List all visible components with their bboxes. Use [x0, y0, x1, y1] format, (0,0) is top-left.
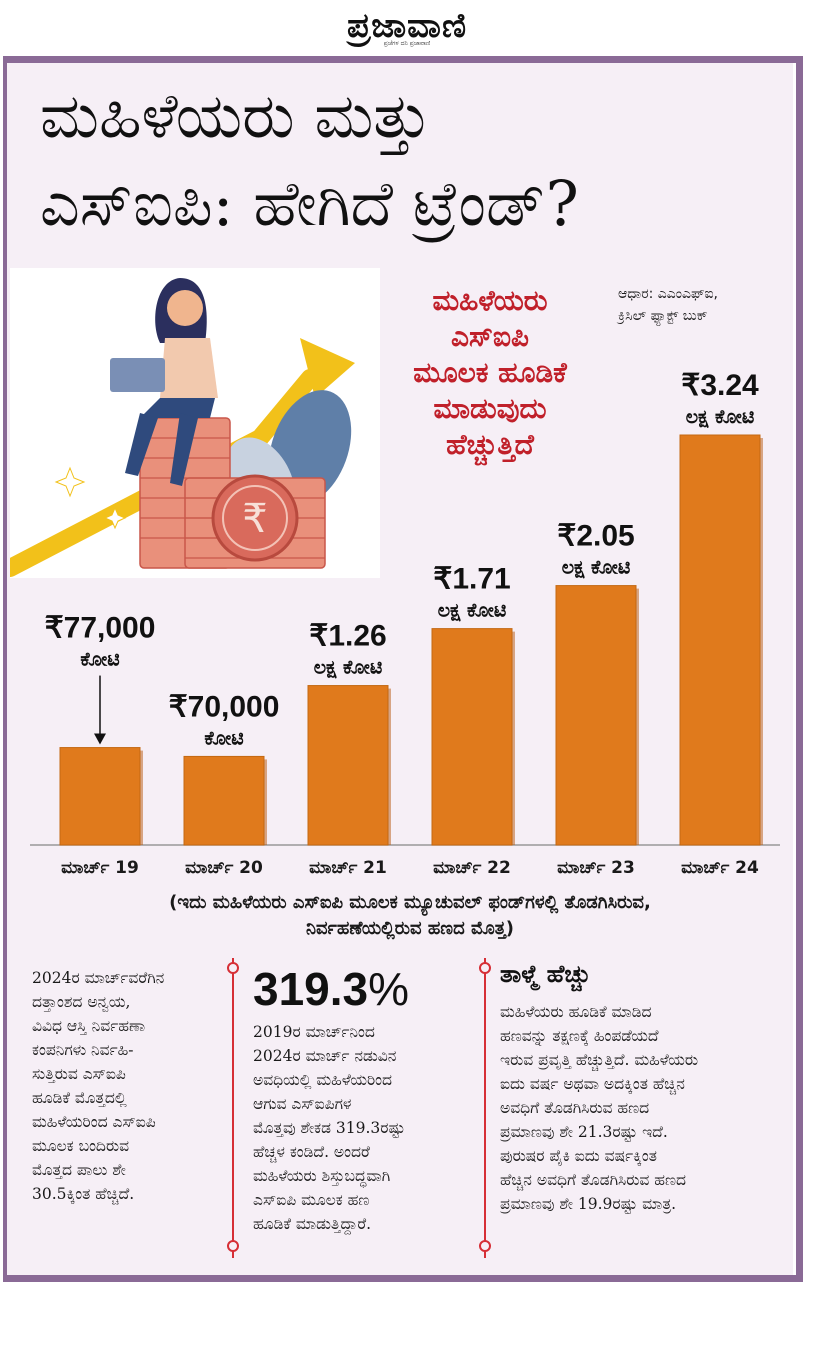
fact-line: ಐದು ವರ್ಷ ಅಥವಾ ಅದಕ್ಕಿಂತ ಹೆಚ್ಚಿನ	[500, 1075, 685, 1093]
x-tick-label: ಮಾರ್ಚ್ 20	[185, 858, 263, 878]
fact-line: ಮೂಲಕ ಬಂದಿರುವ	[32, 1137, 130, 1155]
laptop-icon	[110, 358, 165, 392]
data-label-unit: ಲಕ್ಷ ಕೋಟಿ	[438, 600, 507, 622]
fact-line: ವಿವಿಧ ಆಸ್ತಿ ನಿರ್ವಹಣಾ	[32, 1017, 146, 1035]
svg-text:₹: ₹	[242, 496, 267, 542]
chart-caption: (ಇದು ಮಹಿಳೆಯರು ಎಸ್‌ಐಪಿ ಮೂಲಕ ಮ್ಯೂಚುವಲ್ ಫಂಡ…	[40, 890, 780, 942]
divider-left	[232, 958, 234, 1258]
bar	[307, 685, 389, 846]
fact-line: ಮೊತ್ತವು ಶೇಕಡ 319.3ರಷ್ಟು	[253, 1119, 406, 1137]
fact-line: 30.5ಕ್ಕಿಂತ ಹೆಚ್ಚಿದೆ.	[32, 1185, 135, 1203]
fact-line: ಹೆಚ್ಚಿನ ಅವಧಿಗೆ ತೊಡಗಿಸಿರುವ ಹಣದ	[500, 1171, 687, 1189]
caption-line-2: ನಿರ್ವಹಣೆಯಲ್ಲಿರುವ ಹಣದ ಮೊತ್ತ)	[305, 918, 515, 939]
headline-line-5: ಹೆಚ್ಚುತ್ತಿದೆ	[446, 428, 534, 461]
source-note: ಆಧಾರ: ಎಎಂಎಫ್ಐ, ಕ್ರಿಸಿಲ್ ಫ್ಯಾಕ್ಟ್ ಬುಕ್	[618, 283, 808, 327]
big-stat-number: 319.3	[253, 963, 369, 1015]
masthead-name: ಪ್ರಜಾವಾಣಿ	[346, 6, 468, 46]
fact-line: ಹೂಡಿಕೆ ಮೊತ್ತದಲ್ಲಿ	[32, 1089, 127, 1107]
fact-line: ಎಸ್‌ಐಪಿ ಮೂಲಕ ಹಣ	[253, 1191, 370, 1209]
data-label-unit: ಲಕ್ಷ ಕೋಟಿ	[314, 657, 383, 679]
headline-line-2: ಎಸ್‌ಐಪಿ	[451, 320, 529, 353]
divider-dot	[479, 1240, 491, 1252]
growth-arrow-icon	[10, 369, 319, 577]
big-stat-unit: %	[368, 963, 410, 1015]
arrow-head-icon	[300, 338, 355, 398]
page-title: ಮಹಿಳೆಯರು ಮತ್ತು ಎಸ್‌ಐಪಿ: ಹೇಗಿದೆ ಟ್ರೆಂಡ್?	[40, 72, 780, 248]
bar-chart: ಮಾರ್ಚ್ 19 ₹77,000 ಕೋಟಿ ಮಾರ್ಚ್ 20 ₹70,000 ಕೋಟಿ…	[30, 370, 780, 878]
data-label-amount: ₹2.05	[557, 520, 634, 553]
x-tick-label: ಮಾರ್ಚ್ 21	[309, 858, 387, 878]
fact-line: ಕಂಪನಿಗಳು ನಿರ್ವಹಿ-	[32, 1041, 134, 1059]
column-3-heading: ತಾಳ್ಮೆ ಹೆಚ್ಚು	[500, 960, 591, 988]
title-line-2: ಎಸ್‌ಐಪಿ: ಹೇಗಿದೆ ಟ್ರೆಂಡ್?	[40, 167, 579, 240]
fact-line: ಇರುವ ಪ್ರವೃತ್ತಿ ಹೆಚ್ಚುತ್ತಿದೆ. ಮಹಿಳೆಯರು	[500, 1051, 699, 1069]
fact-line: ಪ್ರಮಾಣವು ಶೇ 21.3ರಷ್ಟು ಇದೆ.	[500, 1123, 668, 1141]
data-label-amount: ₹70,000	[169, 690, 280, 723]
data-label-unit: ಲಕ್ಷ ಕೋಟಿ	[562, 557, 631, 579]
fact-line: ಮಹಿಳೆಯರಿಂದ ಎಸ್‌ಐಪಿ	[32, 1113, 156, 1131]
data-label-amount: ₹1.71	[433, 563, 510, 596]
data-label-amount: ₹3.24	[681, 370, 759, 402]
bar	[431, 628, 513, 846]
pointer-arrow-head	[94, 733, 106, 745]
bar	[183, 755, 265, 846]
fact-line: ಮಹಿಳೆಯರು ಶಿಸ್ತುಬದ್ಧವಾಗಿ	[253, 1167, 391, 1185]
headline-line-3: ಮೂಲಕ ಹೂಡಿಕೆ	[413, 356, 567, 389]
headline-line-1: ಮಹಿಳೆಯರು	[432, 284, 548, 317]
x-tick-label: ಮಾರ್ಚ್ 23	[557, 858, 635, 878]
fact-line: 2024ರ ಮಾರ್ಚ್ ನಡುವಿನ	[253, 1047, 397, 1065]
fact-column-1: 2024ರ ಮಾರ್ಚ್‌ವರೆಗಿನ ದತ್ತಾಂಶದ ಅನ್ವಯ, ವಿವಿಧ …	[32, 966, 222, 1206]
fact-line: ಅವಧಿಯಲ್ಲಿ ಮಹಿಳೆಯರಿಂದ	[253, 1071, 393, 1089]
divider-dot	[479, 962, 491, 974]
fact-line: ಹಣವನ್ನು ತಕ್ಷಣಕ್ಕೆ ಹಿಂಪಡೆಯದೆ	[500, 1027, 659, 1045]
fact-line: ಮೊತ್ತದ ಪಾಲು ಶೇ	[32, 1161, 126, 1179]
bar	[555, 585, 637, 846]
bar	[59, 747, 141, 846]
fact-line: ದತ್ತಾಂಶದ ಅನ್ವಯ,	[32, 993, 131, 1011]
fact-line: ಆಗುವ ಎಸ್‌ಐಪಿಗಳ	[253, 1095, 352, 1113]
masthead-tagline: ಪ್ರಜೆಗಳ ದನಿ ಪ್ರಜಾವಾಣಿ	[383, 40, 431, 47]
x-tick-label: ಮಾರ್ಚ್ 22	[433, 858, 511, 878]
fact-line: ಸುತ್ತಿರುವ ಎಸ್‌ಐಪಿ	[32, 1065, 126, 1083]
fact-column-3: ಮಹಿಳೆಯರು ಹೂಡಿಕೆ ಮಾಡಿದ ಹಣವನ್ನು ತಕ್ಷಣಕ್ಕೆ ಹ…	[500, 1000, 800, 1216]
divider-right	[484, 958, 486, 1258]
fact-line: ಹೂಡಿಕೆ ಮಾಡುತ್ತಿದ್ದಾರೆ.	[253, 1215, 372, 1233]
rupee-coin-icon	[211, 474, 299, 562]
x-tick-label: ಮಾರ್ಚ್ 19	[61, 858, 139, 878]
fact-line: ಅವಧಿಗೆ ತೊಡಗಿಸಿರುವ ಹಣದ	[500, 1099, 650, 1117]
masthead: ಪ್ರಜಾವಾಣಿ ಪ್ರಜೆಗಳ ದನಿ ಪ್ರಜಾವಾಣಿ	[0, 0, 814, 52]
headline-line-4: ಮಾಡುವುದು	[433, 392, 547, 425]
fact-line: 2024ರ ಮಾರ್ಚ್‌ವರೆಗಿನ	[32, 969, 165, 987]
data-label-amount: ₹1.26	[309, 620, 386, 653]
source-line-2: ಕ್ರಿಸಿಲ್ ಫ್ಯಾಕ್ಟ್ ಬುಕ್	[618, 308, 708, 324]
big-stat: 319.3%	[253, 962, 409, 1016]
illustration-woman-on-coins: ₹	[10, 268, 380, 578]
caption-line-1: (ಇದು ಮಹಿಳೆಯರು ಎಸ್‌ಐಪಿ ಮೂಲಕ ಮ್ಯೂಚುವಲ್ ಫಂಡ…	[169, 892, 651, 913]
divider-dot	[227, 1240, 239, 1252]
title-line-1: ಮಹಿಳೆಯರು ಮತ್ತು	[40, 79, 432, 152]
fact-line: ಪ್ರಮಾಣವು ಶೇ 19.9ರಷ್ಟು ಮಾತ್ರ.	[500, 1195, 677, 1213]
infographic-panel	[7, 63, 793, 1275]
data-label-unit: ಕೋಟಿ	[204, 727, 243, 749]
data-label-amount: ₹77,000	[45, 612, 156, 645]
fact-line: ಪುರುಷರ ಪೈಕಿ ಐದು ವರ್ಷಕ್ಕಿಂತ	[500, 1147, 657, 1165]
bar	[679, 434, 761, 846]
data-label-unit: ಕೋಟಿ	[80, 649, 119, 671]
data-label-unit: ಲಕ್ಷ ಕೋಟಿ	[686, 406, 755, 428]
chart-headline: ಮಹಿಳೆಯರು ಎಸ್‌ಐಪಿ ಮೂಲಕ ಹೂಡಿಕೆ ಮಾಡುವುದು ಹೆ…	[380, 283, 600, 463]
fact-line: ಹೆಚ್ಚಳ ಕಂಡಿದೆ. ಅಂದರೆ	[253, 1143, 370, 1161]
x-tick-label: ಮಾರ್ಚ್ 24	[681, 858, 759, 878]
fact-line: 2019ರ ಮಾರ್ಚ್‌ನಿಂದ	[253, 1023, 375, 1041]
source-line-1: ಆಧಾರ: ಎಎಂಎಫ್ಐ,	[618, 286, 718, 302]
fact-line: ಮಹಿಳೆಯರು ಹೂಡಿಕೆ ಮಾಡಿದ	[500, 1003, 652, 1021]
fact-column-2: 2019ರ ಮಾರ್ಚ್‌ನಿಂದ 2024ರ ಮಾರ್ಚ್ ನಡುವಿನ ಅವಧಿ…	[253, 1020, 478, 1236]
divider-dot	[227, 962, 239, 974]
